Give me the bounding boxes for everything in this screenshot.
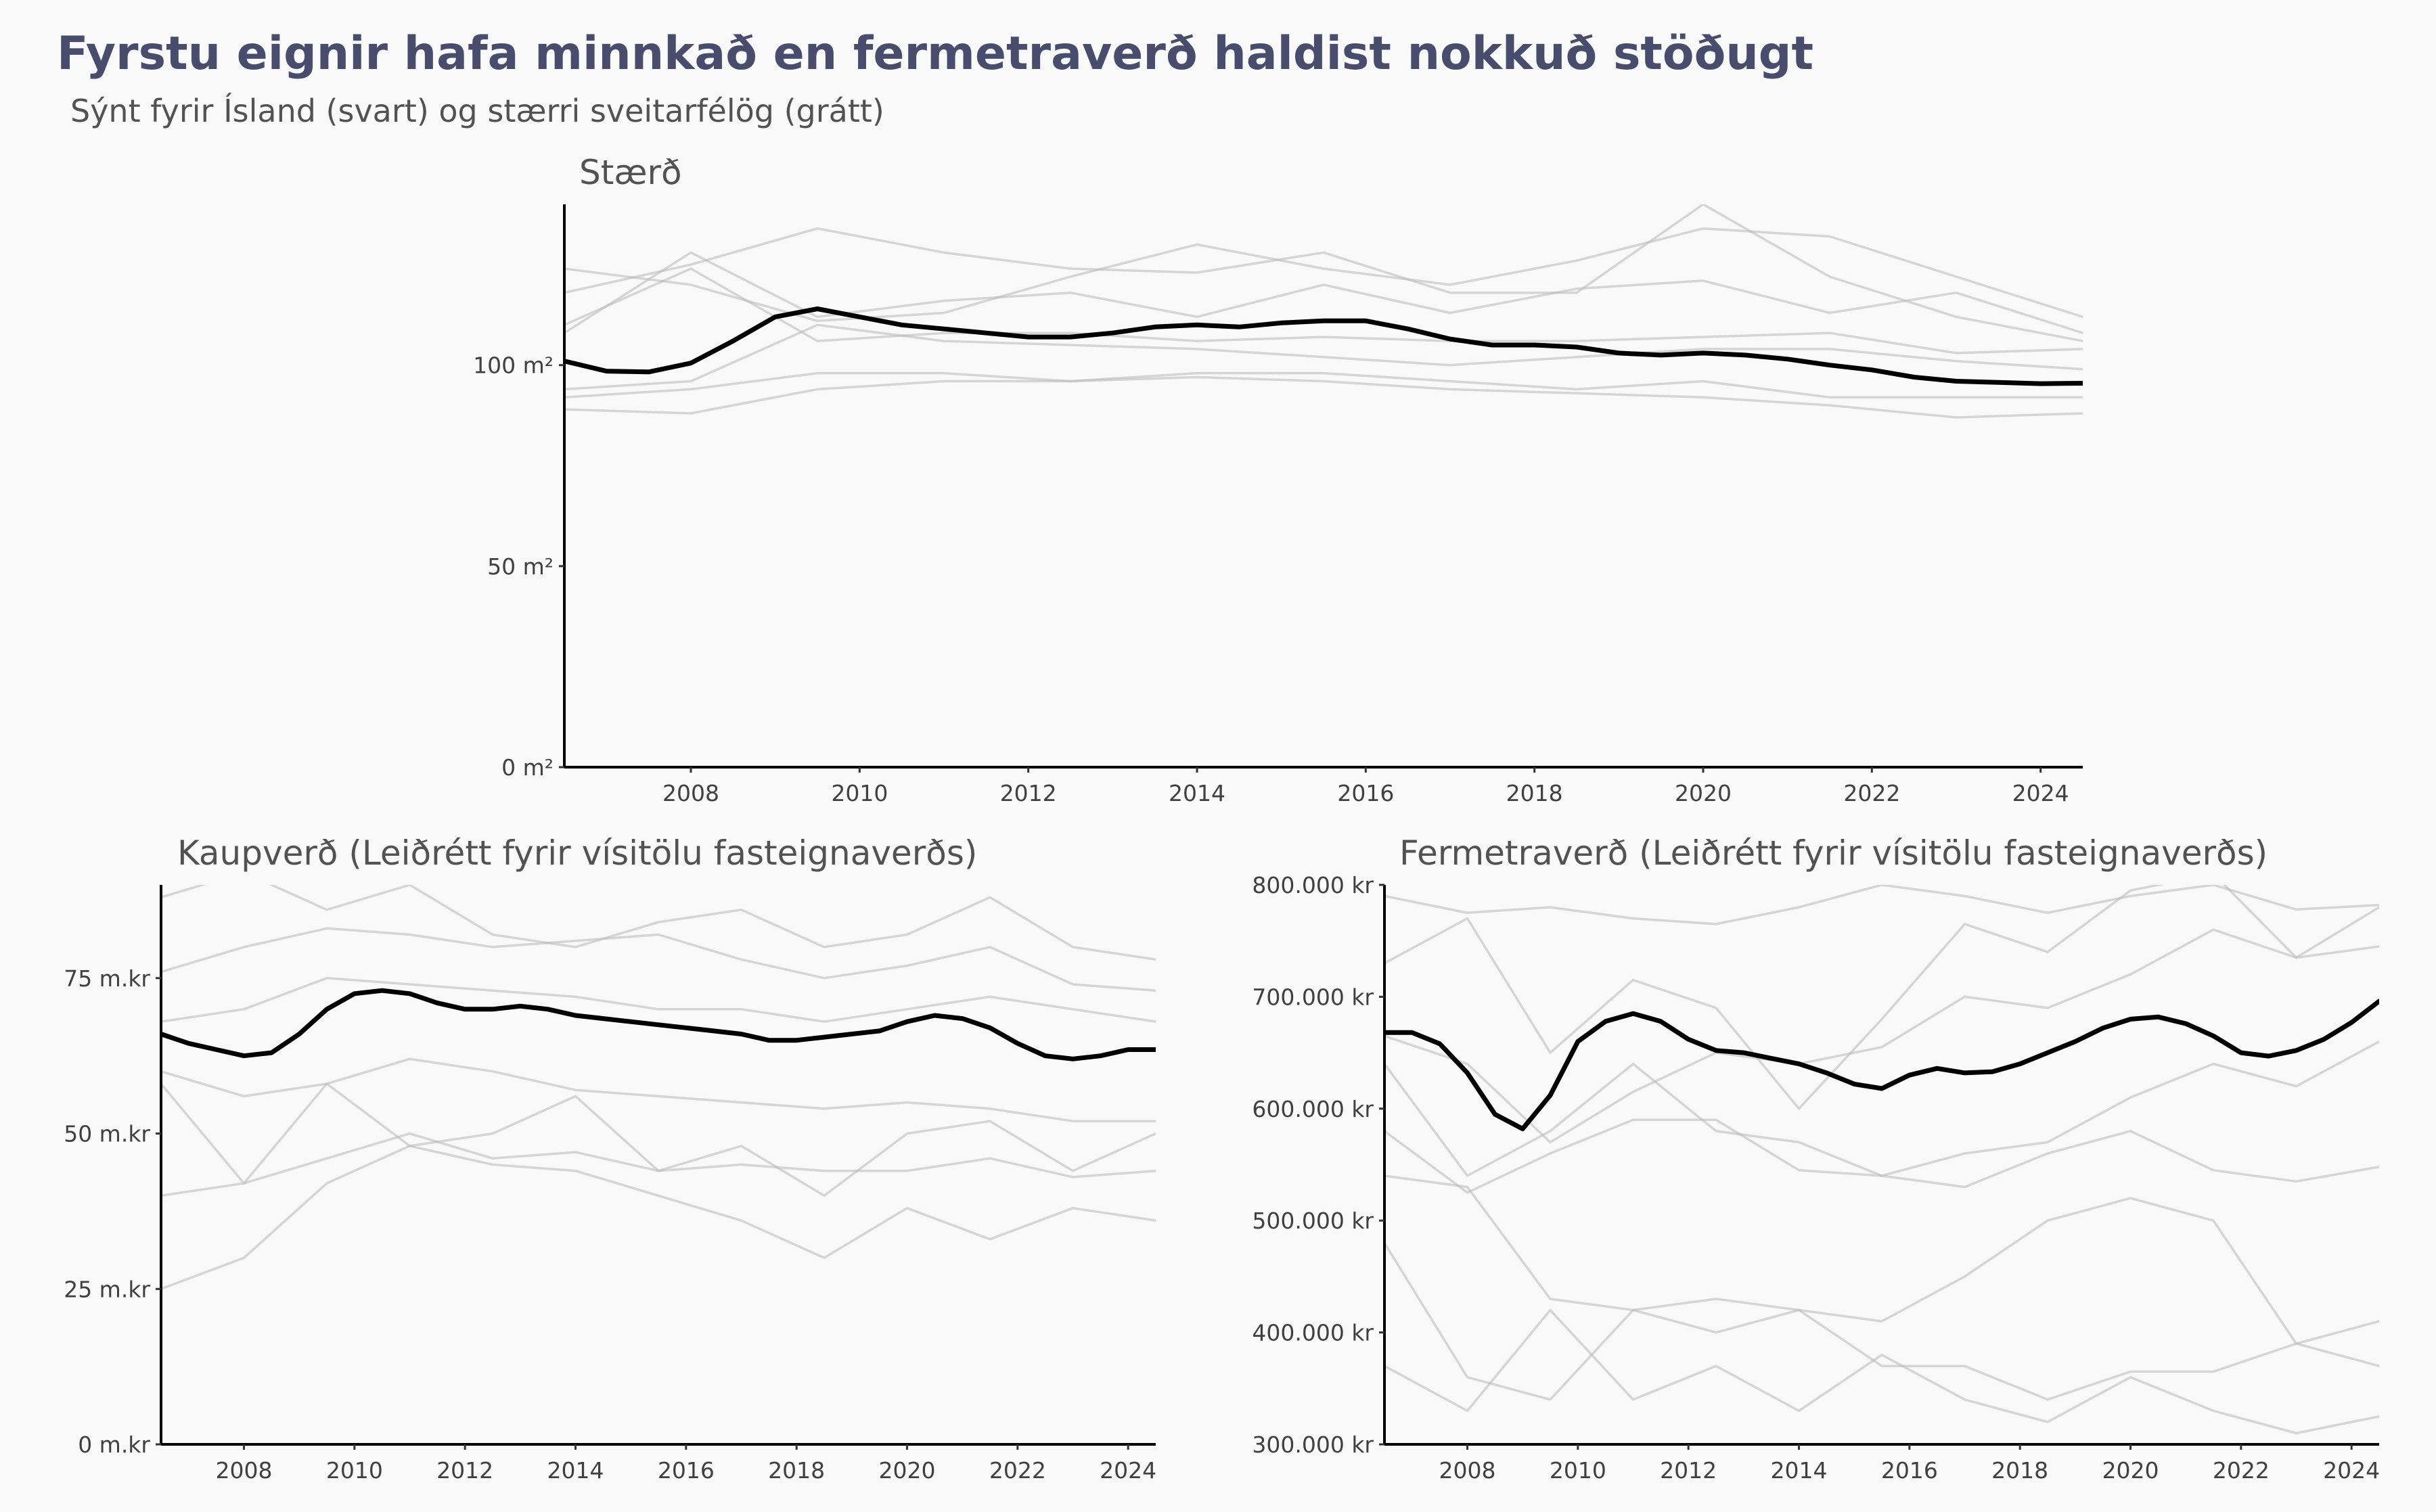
y-tick-label: 500.000 kr [1252, 1208, 1374, 1234]
y-tick-label: 0 m.kr [78, 1431, 150, 1458]
x-tick-label: 2012 [1660, 1457, 1717, 1484]
series-line-municipality [161, 927, 1156, 992]
series-line-municipality [564, 227, 2083, 323]
series-line-municipality [564, 251, 2083, 334]
x-tick-label: 2010 [1550, 1457, 1606, 1484]
x-tick-label: 2016 [1337, 780, 1394, 806]
panel-title-price-per-sqm: Fermetraverð (Leiðrétt fyrir vísitölu fa… [1399, 833, 2268, 873]
x-tick-label: 2018 [1991, 1457, 2048, 1484]
x-tick-label: 2012 [436, 1457, 493, 1484]
series-line-municipality [1384, 1040, 2379, 1177]
y-tick-label: 100 m² [473, 352, 554, 379]
x-tick-label: 2016 [658, 1457, 715, 1484]
series-line-iceland [161, 988, 1156, 1061]
x-tick-label: 2020 [879, 1457, 936, 1484]
series-line-municipality [1384, 1197, 2379, 1401]
series-line-municipality [161, 1145, 1156, 1291]
series-line-municipality [161, 885, 1156, 961]
series-line-municipality [564, 267, 2083, 354]
panel-title-purchase-price: Kaupverð (Leiðrétt fyrir vísitölu fastei… [177, 833, 977, 873]
x-tick-label: 2010 [831, 780, 888, 806]
y-tick-label: 800.000 kr [1252, 872, 1374, 898]
x-tick-label: 2008 [216, 1457, 273, 1484]
y-tick-label: 25 m.kr [64, 1276, 150, 1302]
series-group-size [564, 204, 2083, 419]
x-tick-label: 2012 [1000, 780, 1057, 806]
x-tick-label: 2010 [326, 1457, 383, 1484]
series-line-municipality [161, 1057, 1156, 1122]
x-tick-label: 2024 [2012, 780, 2069, 806]
x-tick-label: 2018 [1506, 780, 1563, 806]
y-tick-label: 50 m.kr [64, 1121, 150, 1147]
series-line-iceland [564, 306, 2083, 386]
series-line-municipality [1384, 1308, 2379, 1435]
x-tick-label: 2016 [1881, 1457, 1938, 1484]
chart-title: Fyrstu eignir hafa minnkað en fermetrave… [57, 27, 1813, 81]
series-line-municipality [1384, 1118, 2379, 1194]
series-line-municipality [564, 323, 2083, 391]
series-line-municipality [564, 375, 2083, 419]
y-tick-label: 50 m² [487, 553, 554, 580]
panel-purchase-price: Kaupverð (Leiðrétt fyrir vísitölu fastei… [64, 833, 1156, 1484]
x-tick-label: 2024 [2323, 1457, 2380, 1484]
series-line-municipality [161, 1082, 1156, 1197]
x-tick-label: 2022 [1843, 780, 1900, 806]
series-line-municipality [1384, 1174, 2379, 1401]
x-tick-label: 2008 [1439, 1457, 1496, 1484]
x-tick-label: 2014 [547, 1457, 604, 1484]
x-tick-label: 2024 [1100, 1457, 1156, 1484]
x-tick-label: 2018 [768, 1457, 825, 1484]
series-line-municipality [161, 977, 1156, 1023]
y-tick-label: 0 m² [501, 754, 554, 781]
series-line-municipality [564, 371, 2083, 399]
x-tick-label: 2022 [2213, 1457, 2270, 1484]
x-tick-label: 2022 [989, 1457, 1046, 1484]
series-line-municipality [1384, 885, 2379, 1110]
panel-price-per-sqm: Fermetraverð (Leiðrétt fyrir vísitölu fa… [1252, 833, 2380, 1484]
series-line-municipality [564, 204, 2083, 342]
series-group-purchase-price [161, 885, 1156, 1291]
y-tick-label: 400.000 kr [1252, 1320, 1374, 1346]
x-tick-label: 2014 [1169, 780, 1225, 806]
series-line-municipality [161, 1132, 1156, 1197]
panel-size: Stærð 100 m² 50 m² 0 m² 2008 2010 2012 2014 201… [473, 153, 2083, 806]
x-tick-label: 2020 [2102, 1457, 2159, 1484]
series-line-municipality [1384, 885, 2379, 925]
y-tick-label: 700.000 kr [1252, 984, 1374, 1010]
y-tick-label: 300.000 kr [1252, 1431, 1374, 1458]
x-tick-label: 2020 [1675, 780, 1732, 806]
x-tick-label: 2008 [662, 780, 719, 806]
chart-subtitle: Sýnt fyrir Ísland (svart) og stærri svei… [70, 93, 884, 129]
x-tick-label: 2014 [1771, 1457, 1828, 1484]
series-line-iceland [1384, 999, 2379, 1132]
series-line-municipality [1384, 928, 2379, 1144]
panel-title-size: Stærð [579, 153, 682, 192]
series-group-price-per-sqm [1384, 885, 2379, 1435]
y-tick-label: 600.000 kr [1252, 1096, 1374, 1122]
y-tick-label: 75 m.kr [64, 965, 150, 992]
